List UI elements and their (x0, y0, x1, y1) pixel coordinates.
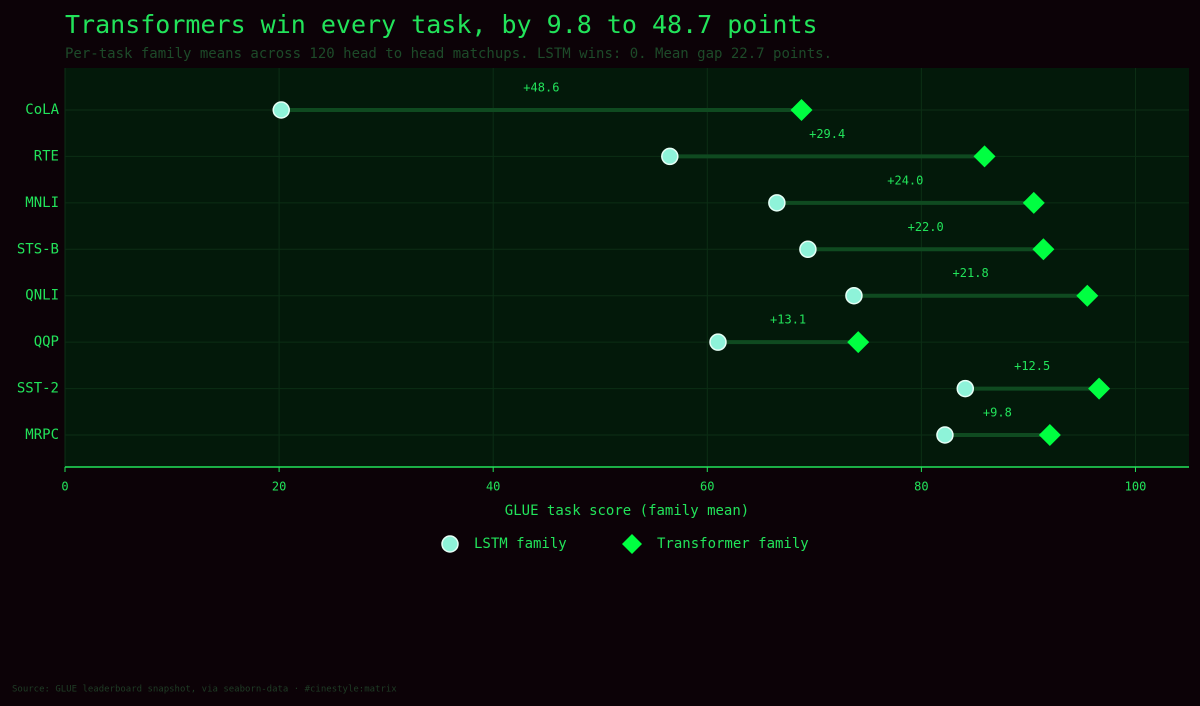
lstm-marker (799, 240, 817, 259)
lstm-marker (936, 426, 954, 444)
gap-label: +12.5 (1014, 359, 1050, 373)
gap-label: +21.8 (953, 266, 989, 280)
transformer-marker (790, 99, 813, 121)
legend-label: LSTM family (474, 536, 567, 552)
transformer-marker (1022, 191, 1045, 214)
gap-label: +29.4 (809, 127, 845, 141)
gap-label: +22.0 (908, 220, 944, 234)
transformer-marker (847, 331, 870, 354)
x-tick-label: 40 (486, 480, 500, 494)
lstm-marker (661, 147, 679, 166)
lstm-marker (272, 101, 290, 119)
transformer-marker (973, 145, 996, 168)
x-tick-label: 60 (700, 480, 714, 494)
y-tick-label: CoLA (25, 102, 59, 118)
y-tick-label: MNLI (25, 195, 59, 211)
x-axis-label: GLUE task score (family mean) (505, 503, 749, 519)
lstm-marker (845, 286, 863, 305)
y-tick-label: SST-2 (17, 381, 59, 397)
transformer-marker (1032, 238, 1055, 261)
transformer-marker (1038, 424, 1061, 446)
y-tick-label: QQP (34, 334, 59, 350)
lstm-marker (709, 333, 727, 351)
x-tick-label: 100 (1125, 480, 1147, 494)
y-tick-label: STS-B (17, 241, 59, 257)
gap-label: +24.0 (887, 173, 923, 187)
legend-label: Transformer family (657, 536, 809, 552)
transformer-marker (1088, 377, 1111, 400)
x-tick-label: 20 (272, 480, 286, 494)
x-tick-label: 80 (914, 480, 928, 494)
transformer-marker (1076, 284, 1099, 307)
chart-title: Transformers win every task, by 9.8 to 4… (65, 10, 818, 39)
legend-marker (441, 535, 459, 553)
source-note: Source: GLUE leaderboard snapshot, via s… (12, 685, 397, 695)
y-tick-label: MRPC (25, 427, 59, 443)
lstm-marker (956, 379, 975, 398)
legend-marker (622, 534, 642, 554)
lstm-marker (768, 194, 786, 212)
y-tick-label: QNLI (25, 288, 59, 304)
gap-label: +9.8 (983, 406, 1012, 420)
gap-label: +13.1 (770, 313, 806, 327)
x-tick-label: 0 (61, 480, 68, 494)
plot-area (65, 68, 1189, 467)
chart-subtitle: Per-task family means across 120 head to… (65, 46, 832, 62)
gap-label: +48.6 (523, 81, 559, 95)
y-tick-label: RTE (34, 148, 59, 164)
